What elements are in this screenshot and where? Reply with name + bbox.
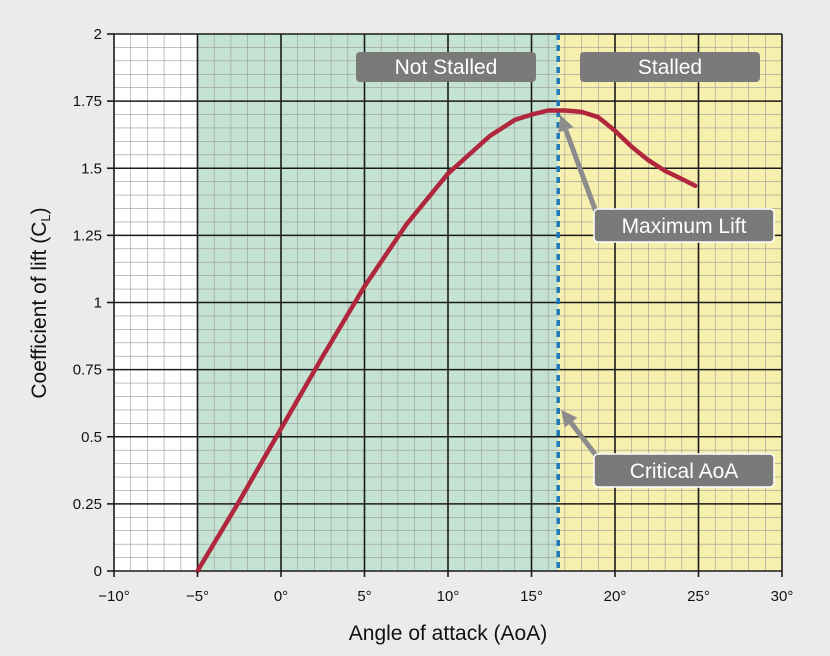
maximum-lift-callout: Maximum Lift — [593, 208, 775, 243]
y-tick-label: 0.5 — [81, 429, 102, 446]
x-tick-label: 25° — [687, 588, 710, 605]
not-stalled-label: Not Stalled — [356, 52, 536, 82]
x-tick-label: −10° — [98, 588, 129, 605]
y-tick-label: 2 — [94, 26, 102, 43]
x-tick-label: 0° — [274, 588, 288, 605]
y-tick-label: 1.5 — [81, 160, 102, 177]
critical-aoa-text: Critical AoA — [630, 460, 739, 483]
x-tick-label: 15° — [520, 588, 543, 605]
maximum-lift-arrow-shaft — [563, 129, 599, 213]
critical-aoa-arrow-head — [561, 409, 578, 428]
y-axis-title-subscript: L — [38, 214, 53, 221]
y-tick-label: 1.75 — [73, 93, 102, 110]
y-axis-title-main: Coefficient of lift (C — [28, 222, 51, 399]
x-tick-label: 5° — [357, 588, 371, 605]
stalled-label: Stalled — [580, 52, 760, 82]
y-axis-ticks: 0 0.25 0.5 0.75 1 1.25 1.5 1.75 2 — [73, 26, 114, 580]
y-tick-label: 1.25 — [73, 227, 102, 244]
annotation-arrows — [558, 114, 600, 460]
critical-aoa-arrow-shaft — [568, 421, 600, 460]
y-axis-title: Coefficient of lift (CL) — [28, 207, 53, 398]
x-tick-label: 10° — [437, 588, 460, 605]
y-tick-label: 0.25 — [73, 496, 102, 513]
lift-curve-series — [195, 108, 698, 574]
x-axis-title: Angle of attack (AoA) — [349, 622, 547, 645]
x-tick-label: 20° — [604, 588, 627, 605]
critical-aoa-callout: Critical AoA — [593, 453, 775, 488]
y-tick-label: 0 — [94, 563, 102, 580]
stalled-text: Stalled — [638, 56, 702, 79]
x-tick-label: −5° — [186, 588, 209, 605]
y-tick-label: 0.75 — [73, 362, 102, 379]
maximum-lift-arrow-head — [558, 114, 574, 133]
not-stalled-text: Not Stalled — [395, 56, 498, 79]
lift-curve-line — [195, 108, 698, 574]
y-axis-title-close: ) — [28, 207, 51, 214]
maximum-lift-text: Maximum Lift — [622, 215, 747, 238]
x-axis-ticks: −10° −5° 0° 5° 10° 15° 20° 25° 30° — [98, 571, 793, 605]
y-tick-label: 1 — [94, 295, 102, 312]
x-tick-label: 30° — [771, 588, 794, 605]
